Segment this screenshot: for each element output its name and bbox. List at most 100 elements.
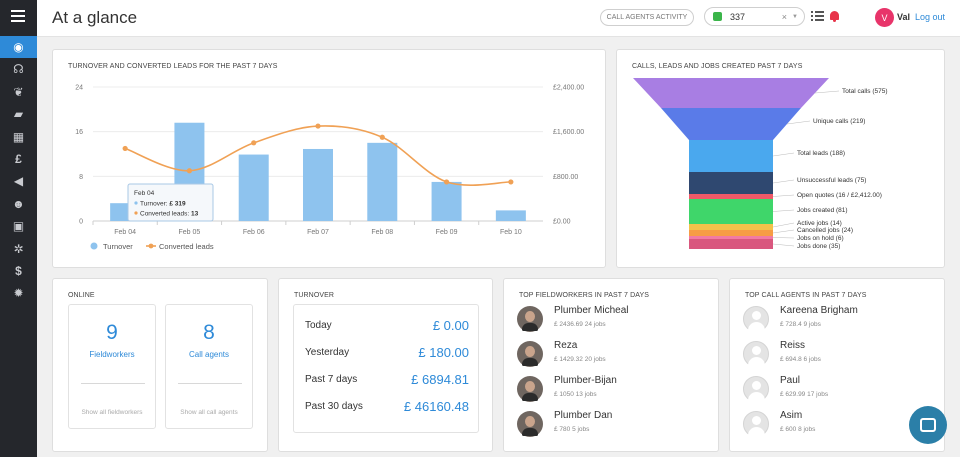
turnover-box: Today £ 0.00 Yesterday £ 180.00 Past 7 d… — [293, 304, 479, 433]
turnover-value: £ 46160.48 — [403, 398, 469, 414]
avatar[interactable]: V — [875, 8, 894, 27]
funnel-segment — [689, 199, 773, 224]
turnover-chart: 0 8 16 24 £0.00 £800.00 £1,600.00 £2,400.00 Feb … — [75, 85, 584, 252]
person-detail: £ 780 5 jobs — [554, 426, 590, 433]
call-agent-item[interactable]: Asim £ 600 8 jobs — [743, 409, 933, 439]
fieldworkers-box[interactable]: 9 Fieldworkers Show all fieldworkers — [68, 304, 156, 429]
tasks-icon[interactable] — [811, 10, 824, 23]
avatar — [743, 376, 769, 402]
funnel-segment — [689, 194, 773, 199]
users-icon[interactable]: ☻ — [12, 196, 25, 211]
headset-icon[interactable]: ☊ — [13, 62, 24, 77]
turnover-label: Past 30 days — [305, 400, 363, 412]
legend-marker-leads-dot — [148, 243, 154, 249]
funnel-segment — [689, 224, 773, 230]
top-call-agents-title: TOP CALL AGENTS IN PAST 7 DAYS — [745, 292, 867, 299]
turnover-label: Yesterday — [305, 346, 350, 358]
x-tick-label: Feb 07 — [307, 229, 329, 236]
turnover-label: Today — [305, 319, 332, 331]
tooltip-leads-label: Converted leads: — [140, 211, 191, 218]
phone-number-select[interactable]: 337 × ▼ — [704, 7, 805, 26]
call-agents-box[interactable]: 8 Call agents Show all call agents — [165, 304, 253, 429]
tooltip — [127, 183, 214, 222]
tooltip-turnover: Turnover: £ 319 — [140, 201, 186, 208]
chevron-down-icon[interactable]: ▼ — [792, 13, 798, 20]
chat-launcher-button[interactable] — [909, 406, 947, 444]
funnel-label: Jobs created (81) — [797, 207, 848, 214]
turnover-row-today: Today £ 0.00 — [305, 317, 469, 333]
online-title: ONLINE — [68, 292, 95, 299]
x-tick-label: Feb 05 — [179, 229, 201, 236]
person-name: Plumber Dan — [554, 410, 613, 421]
funnel-segment — [633, 78, 829, 108]
funnel-connector — [772, 194, 795, 197]
legend-label-turnover: Turnover — [103, 242, 133, 251]
call-agents-activity-button[interactable]: CALL AGENTS ACTIVITY — [600, 9, 694, 26]
tooltip-leads-value: 13 — [191, 211, 199, 218]
pound-icon[interactable]: £ — [15, 152, 22, 166]
person-detail: £ 629.99 17 jobs — [780, 391, 829, 398]
tooltip-date: Feb 04 — [134, 190, 155, 197]
logout-link[interactable]: Log out — [915, 12, 946, 22]
person-detail: £ 1429.32 20 jobs — [554, 356, 606, 363]
dashboard-icon[interactable]: ◉ — [0, 36, 37, 58]
line-point — [251, 140, 257, 146]
fieldworker-item[interactable]: Plumber Micheal £ 2436.69 24 jobs — [517, 304, 707, 334]
funnel-label: Cancelled jobs (24) — [797, 227, 853, 234]
hamburger-menu-icon[interactable] — [11, 10, 25, 22]
fieldworker-item[interactable]: Reza £ 1429.32 20 jobs — [517, 339, 707, 369]
turnover-row-yesterday: Yesterday £ 180.00 — [305, 344, 469, 360]
line-point — [379, 134, 385, 140]
fieldworker-item[interactable]: Plumber-Bijan £ 1050 13 jobs — [517, 374, 707, 404]
call-agent-item[interactable]: Paul £ 629.99 17 jobs — [743, 374, 933, 404]
tooltip-turnover-label: Turnover: — [140, 201, 169, 208]
funnel-connector — [786, 120, 811, 125]
funnel-label: Open quotes (16 / £2,412.00) — [797, 192, 882, 199]
funnel-title: CALLS, LEADS AND JOBS CREATED PAST 7 DAY… — [632, 63, 803, 70]
funnel-connector — [814, 90, 840, 94]
call-agents-count: 8 — [203, 321, 215, 344]
turnover-label: Past 7 days — [305, 373, 358, 385]
call-agent-item[interactable]: Kareena Brigham £ 728.4 9 jobs — [743, 304, 933, 334]
avatar — [517, 341, 543, 367]
person-name: Paul — [780, 375, 801, 386]
contact-book-icon[interactable]: ▣ — [12, 219, 25, 234]
turnover-row-past-30-days: Past 30 days £ 46160.48 — [305, 398, 469, 414]
dollar-icon[interactable]: $ — [15, 264, 22, 278]
funnel-connector — [772, 209, 795, 212]
turnover-chart-card: TURNOVER AND CONVERTED LEADS FOR THE PAS… — [52, 49, 606, 268]
turnover-row-past-7-days: Past 7 days £ 6894.81 — [305, 371, 469, 387]
line-point — [122, 145, 128, 152]
person-name: Asim — [780, 410, 803, 421]
megaphone-icon[interactable]: ◀ — [13, 174, 24, 189]
person-name: Reiss — [780, 340, 806, 351]
tooltip-marker — [134, 201, 138, 205]
bell-icon[interactable] — [829, 10, 840, 22]
line-point — [443, 179, 450, 185]
funnel-connector — [772, 237, 795, 239]
turnover-title: TURNOVER — [294, 292, 335, 299]
leaf-icon[interactable]: ❦ — [13, 84, 24, 99]
table-icon[interactable]: ▦ — [12, 129, 25, 144]
clear-icon[interactable]: × — [781, 11, 788, 22]
gear-icon[interactable]: ✹ — [13, 286, 24, 301]
show-all-call-agents-link[interactable]: Show all call agents — [180, 409, 238, 416]
y-tick-label-right: £1,600.00 — [553, 129, 584, 136]
funnel-connector — [772, 229, 795, 234]
avatar — [517, 306, 543, 332]
person-detail: £ 600 8 jobs — [780, 426, 816, 433]
bar — [367, 142, 398, 221]
person-name: Plumber Micheal — [554, 305, 629, 316]
call-agent-item[interactable]: Reiss £ 694.8 6 jobs — [743, 339, 933, 369]
briefcase-icon[interactable]: ▰ — [13, 107, 24, 122]
call-agents-label[interactable]: Call agents — [188, 350, 230, 359]
funnel-segment — [689, 140, 773, 172]
show-all-fieldworkers-link[interactable]: Show all fieldworkers — [81, 409, 143, 416]
avatar — [743, 306, 769, 332]
cogs-icon[interactable]: ✲ — [13, 241, 24, 256]
funnel-connector — [772, 152, 795, 157]
fieldworkers-label[interactable]: Fieldworkers — [89, 350, 135, 359]
turnover-card: TURNOVER Today £ 0.00 Yesterday £ 180.00… — [278, 278, 493, 452]
fieldworker-item[interactable]: Plumber Dan £ 780 5 jobs — [517, 409, 707, 439]
avatar — [743, 341, 769, 367]
